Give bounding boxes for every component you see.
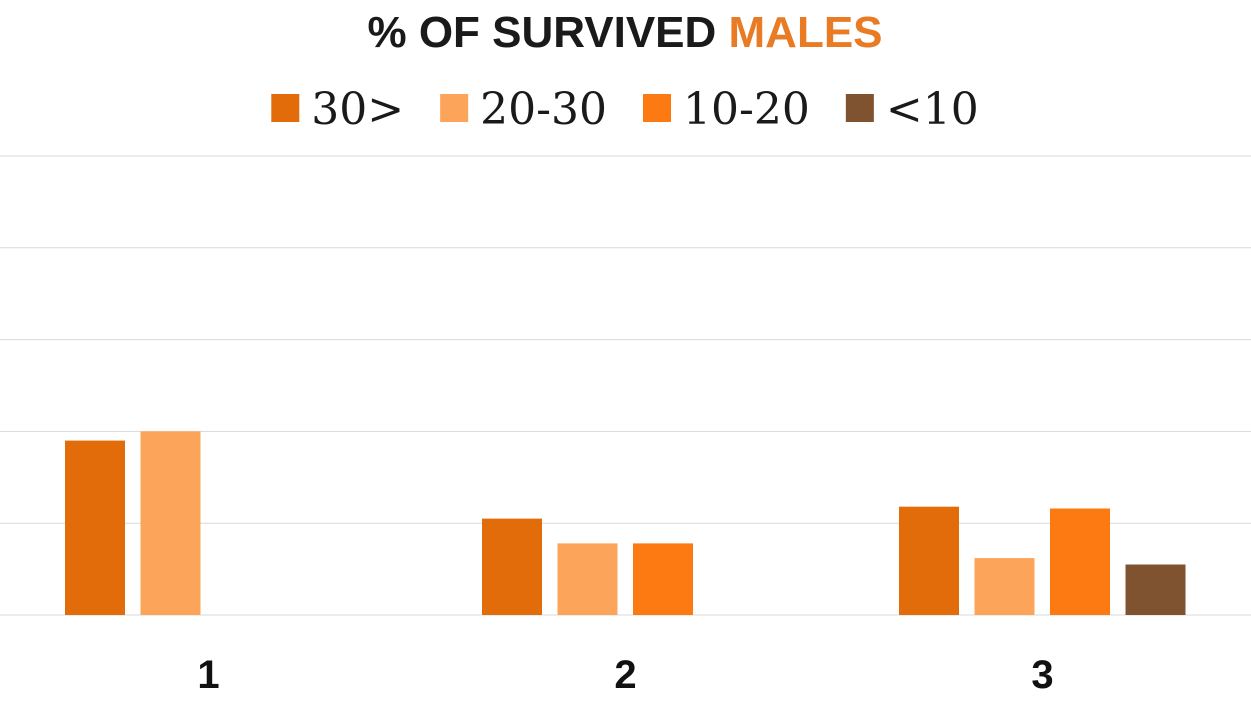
bar-3-10-20	[1050, 508, 1110, 615]
chart-title: % OF SURVIVED MALES	[367, 8, 882, 57]
gridlines	[0, 155, 1251, 616]
legend-label: 30>	[311, 84, 404, 135]
legend-item-2: 10-20	[643, 84, 810, 135]
legend: 30> 20-30 10-20 <10	[271, 84, 979, 135]
chart-title-part-1: MALES	[729, 8, 883, 57]
legend-label: 20-30	[480, 84, 607, 135]
bar-2-10-20	[633, 543, 693, 615]
bar-1-20-30	[140, 431, 201, 615]
chart-title-part-0: % OF SURVIVED	[367, 8, 728, 57]
legend-swatch	[440, 94, 469, 122]
legend-item-0: 30>	[271, 84, 404, 135]
legend-swatch	[643, 94, 671, 122]
bar-3-<10	[1125, 564, 1186, 615]
x-axis-ticks: 1 2 3	[197, 653, 1053, 697]
x-tick-label: 3	[1031, 653, 1053, 697]
bar-1-30>	[65, 440, 125, 615]
legend-swatch	[845, 94, 874, 122]
bar-3-20-30	[974, 558, 1035, 615]
legend-swatch	[271, 94, 300, 122]
bars	[65, 431, 1186, 615]
legend-item-1: 20-30	[440, 84, 607, 135]
x-tick-label: 2	[614, 653, 636, 697]
legend-label: <10	[886, 84, 979, 135]
bar-2-30>	[482, 518, 542, 615]
bar-2-20-30	[557, 543, 618, 615]
x-tick-label: 1	[197, 653, 219, 697]
legend-item-3: <10	[845, 84, 979, 135]
legend-label: 10-20	[683, 84, 810, 135]
bar-3-30>	[899, 506, 959, 615]
